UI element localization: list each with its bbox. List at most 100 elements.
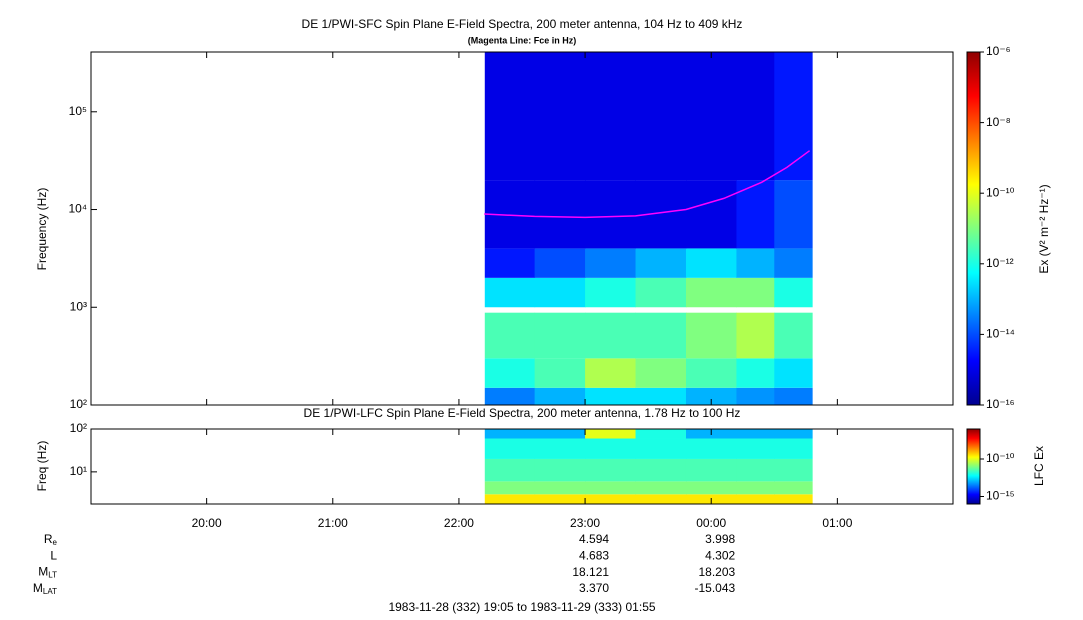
spectrogram-cell	[534, 494, 586, 504]
spectrogram-cell	[534, 481, 586, 495]
spectrogram-cell	[774, 358, 813, 388]
ephemeris-value: 18.121	[572, 565, 609, 579]
y-axis-label: Freq (Hz)	[35, 441, 49, 492]
spectrogram-cell	[774, 277, 813, 308]
colorbar-tick-label: 10⁻⁸	[986, 115, 1011, 129]
spectrogram-cell	[774, 458, 813, 482]
colorbar-tick-label: 10⁻¹⁶	[986, 397, 1015, 411]
spectrogram-cell	[635, 481, 687, 495]
spectrogram-cell	[736, 494, 775, 504]
spectrogram-cell	[736, 248, 775, 278]
y-tick-label: 10⁴	[68, 202, 87, 216]
ephemeris-value: 18.203	[699, 565, 736, 579]
spectrogram-cell	[484, 52, 536, 181]
colorbar-frame	[966, 51, 981, 406]
ephemeris-value: 4.683	[579, 548, 609, 562]
spectrogram-cell	[635, 248, 687, 278]
ephemeris-label-subscript: e	[53, 538, 58, 547]
spectrogram-cell	[484, 494, 536, 504]
x-tick-label: 20:00	[192, 516, 222, 530]
spectrogram-cell	[736, 458, 775, 482]
y-tick-label: 10²	[70, 397, 87, 411]
spectrogram-cell	[484, 248, 536, 278]
ephemeris-label: MLAT	[33, 581, 57, 596]
ephemeris-label-text: M	[38, 565, 48, 579]
ephemeris-value: 3.998	[705, 532, 735, 546]
spectrogram-cell	[635, 52, 687, 181]
spectrogram-cell	[534, 248, 586, 278]
spectrogram-cell	[534, 438, 586, 459]
colorbar-tick-label: 10⁻¹⁰	[986, 185, 1015, 199]
plot-frame	[90, 51, 954, 406]
spectrogram-cell	[685, 277, 737, 308]
x-tick-label: 22:00	[444, 516, 474, 530]
spectrogram-cell	[585, 180, 637, 249]
x-tick-label: 00:00	[696, 516, 726, 530]
spectrogram-cell	[585, 429, 637, 439]
spectrogram-cell	[736, 312, 775, 359]
colorbar	[967, 429, 980, 504]
spectrogram-cell	[685, 358, 737, 388]
colorbar	[967, 52, 980, 405]
spectrogram-cell	[484, 458, 536, 482]
spectrogram-cell	[534, 358, 586, 388]
colorbar-tick-label: 10⁻¹²	[986, 256, 1014, 270]
x-tick-label: 21:00	[318, 516, 348, 530]
spectrogram-cell	[774, 387, 813, 405]
spectrogram-cell	[585, 494, 637, 504]
ephemeris-value: 4.302	[705, 548, 735, 562]
ephemeris-value: 3.370	[579, 581, 609, 595]
y-tick-label: 10²	[70, 421, 87, 435]
ephemeris-label-text: L	[50, 548, 57, 562]
colorbar-label: LFC Ex	[1032, 446, 1046, 486]
spectrogram-cell	[484, 312, 536, 359]
spectrogram-cell	[635, 277, 687, 308]
spectrogram-cell	[635, 358, 687, 388]
spectrogram-cell	[534, 429, 586, 439]
spectrogram-cell	[484, 387, 536, 405]
x-tick-label: 23:00	[570, 516, 600, 530]
spectrogram-cell	[736, 180, 775, 249]
spectrogram-cell	[685, 458, 737, 482]
spectrogram-cell	[685, 180, 737, 249]
spectrogram-cell	[774, 52, 813, 181]
spectrogram-cell	[585, 277, 637, 308]
spectrogram-cell	[685, 312, 737, 359]
ephemeris-label-text: M	[33, 581, 43, 595]
y-tick-label: 10¹	[70, 464, 87, 478]
plot-frame	[90, 428, 954, 505]
spectrogram-cell	[635, 438, 687, 459]
colorbar-tick-label: 10⁻¹⁴	[986, 327, 1015, 341]
footer: 1983-11-28 (332) 19:05 to 1983-11-29 (33…	[388, 600, 655, 614]
colorbar-frame	[966, 428, 981, 505]
spectrogram-cell	[635, 312, 687, 359]
spectrogram-cell	[635, 429, 687, 439]
spectrogram-cell	[534, 312, 586, 359]
spectrogram-cell	[585, 312, 637, 359]
spectrogram-cell	[736, 481, 775, 495]
y-tick-label: 10³	[70, 299, 87, 313]
spectrogram-cell	[585, 52, 637, 181]
spectrogram-cell	[585, 358, 637, 388]
chart-subtitle: (Magenta Line: Fce in Hz)	[468, 35, 577, 45]
spectrogram-cell	[774, 248, 813, 278]
ephemeris-label: MLT	[38, 565, 57, 580]
spectrogram-cell	[774, 494, 813, 504]
spectrogram-cell	[774, 481, 813, 495]
spectrogram-cell	[585, 481, 637, 495]
spectrogram-cell	[774, 312, 813, 359]
colorbar-label: Ex (V² m⁻² Hz⁻¹)	[1037, 184, 1051, 273]
chart-title: DE 1/PWI-SFC Spin Plane E-Field Spectra,…	[302, 17, 743, 31]
spectrogram-cell	[736, 277, 775, 308]
ephemeris-label-subscript: LT	[48, 571, 57, 580]
spectrogram-cell	[736, 52, 775, 181]
spectrogram-cell	[484, 481, 536, 495]
spectrogram-cell	[484, 429, 536, 439]
spectrogram-cell	[774, 438, 813, 459]
colorbar-tick-label: 10⁻⁶	[986, 44, 1011, 58]
spectrogram-cell	[534, 180, 586, 249]
spectrogram-cell	[736, 438, 775, 459]
colorbar-tick-label: 10⁻¹⁵	[986, 489, 1015, 503]
spectrogram-cell	[534, 52, 586, 181]
spectrogram-cell	[736, 387, 775, 405]
